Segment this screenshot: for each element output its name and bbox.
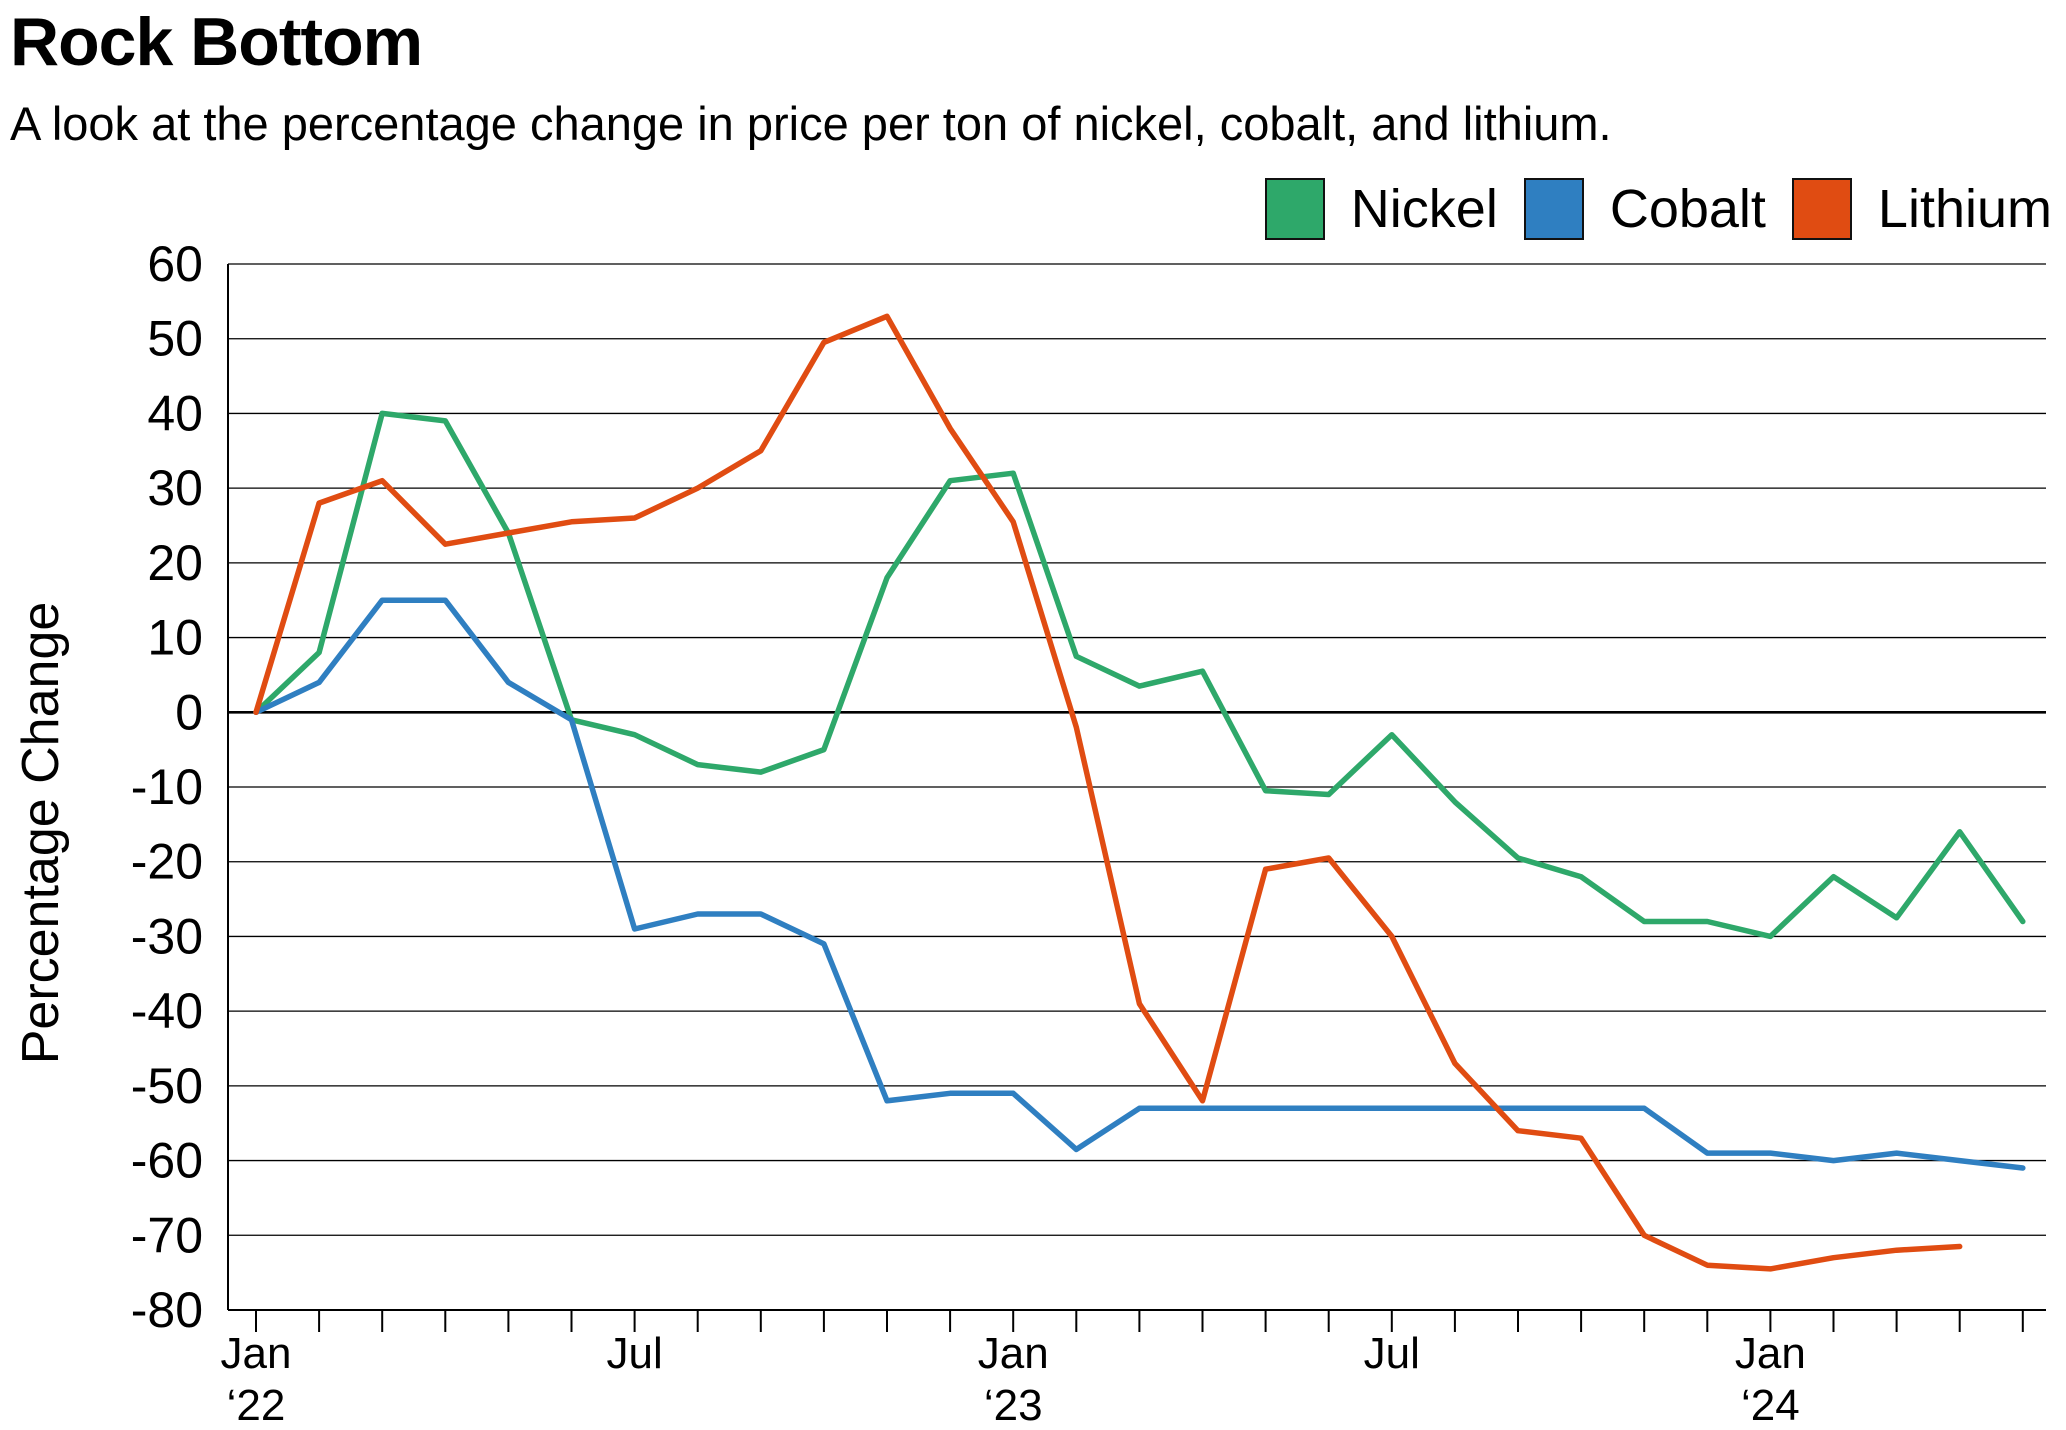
x-tick-label-month: Jul xyxy=(606,1329,662,1378)
y-tick-label: -40 xyxy=(131,983,203,1039)
legend-label-nickel: Nickel xyxy=(1350,179,1498,239)
chart-title: Rock Bottom xyxy=(10,4,423,80)
y-tick-label: 10 xyxy=(147,610,203,666)
y-tick-label: 0 xyxy=(175,684,203,740)
y-tick-label: 60 xyxy=(147,236,203,292)
y-tick-label: -20 xyxy=(131,834,203,890)
y-tick-label: 50 xyxy=(147,311,203,367)
legend-item-lithium: Lithium xyxy=(1791,178,2052,240)
chart-subtitle: A look at the percentage change in price… xyxy=(10,97,1612,150)
x-tick-label-month: Jul xyxy=(1364,1329,1420,1378)
x-tick-label-year: ‘24 xyxy=(1741,1381,1800,1430)
y-tick-label: -80 xyxy=(131,1282,203,1338)
y-tick-label: -50 xyxy=(131,1058,203,1114)
y-axis-title: Percentage Change xyxy=(12,602,70,1065)
tick-labels: 60 50 40 30 20 10 0 -10 -20 -30 -40 -50 -60 -70 -80 Jan… xyxy=(131,236,1806,1430)
y-tick-label: -60 xyxy=(131,1133,203,1189)
series-line-nickel xyxy=(253,410,2026,940)
series-lines xyxy=(253,313,2026,1272)
legend-swatch-nickel xyxy=(1264,178,1325,240)
legend-swatch-cobalt xyxy=(1523,178,1584,240)
axes xyxy=(227,264,2046,1332)
x-tick-label-month: Jan xyxy=(978,1329,1049,1378)
series-line-cobalt xyxy=(253,597,2026,1171)
x-tick-label-year: ‘23 xyxy=(984,1381,1043,1430)
legend-label-lithium: Lithium xyxy=(1877,179,2052,239)
y-tick-label: 30 xyxy=(147,460,203,516)
y-tick-label: -10 xyxy=(131,759,203,815)
legend-swatch-lithium xyxy=(1791,178,1852,240)
legend-item-cobalt: Cobalt xyxy=(1523,178,1766,240)
legend: Nickel Cobalt Lithium xyxy=(1264,178,2052,240)
x-tick-label-year: ‘22 xyxy=(227,1381,286,1430)
y-tick-label: 40 xyxy=(147,385,203,441)
legend-label-cobalt: Cobalt xyxy=(1609,179,1766,239)
y-tick-label: -30 xyxy=(131,908,203,964)
x-tick-label-month: Jan xyxy=(221,1329,292,1378)
legend-item-nickel: Nickel xyxy=(1264,178,1498,240)
series-line-lithium xyxy=(253,313,1963,1272)
y-tick-label: -70 xyxy=(131,1207,203,1263)
x-tick-label-month: Jan xyxy=(1735,1329,1806,1378)
y-tick-label: 20 xyxy=(147,535,203,591)
gridlines xyxy=(228,263,2046,1311)
